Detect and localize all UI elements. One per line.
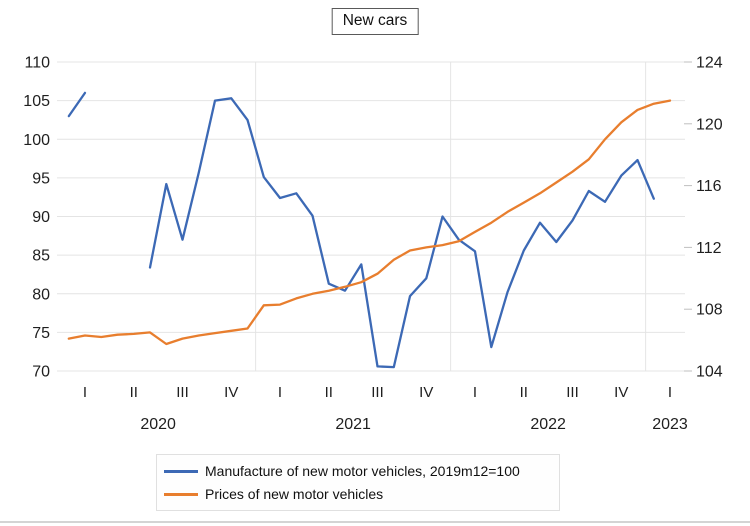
page-bottom-separator — [0, 521, 750, 523]
legend-line-sample-blue — [164, 469, 198, 473]
x-axis-quarter-label: II — [325, 384, 333, 401]
x-axis-quarter-label: I — [473, 384, 477, 401]
y-axis-tick-label-right: 124 — [696, 55, 723, 72]
series-line-manufacture — [148, 97, 655, 369]
y-axis-tick-label-left: 105 — [23, 93, 50, 110]
series-line-manufacture — [67, 91, 87, 118]
legend-label: Manufacture of new motor vehicles, 2019m… — [205, 463, 520, 479]
x-axis-quarter-label: IV — [614, 384, 628, 401]
chart-plot-area: 110 105 100 95 90 85 80 75 70 124 120 116 112 108 104 I… — [23, 55, 723, 434]
chart-title: New cars — [331, 8, 419, 35]
series-line-prices — [67, 99, 672, 346]
legend-label: Prices of new motor vehicles — [205, 486, 384, 502]
x-axis-year-label: 2023 — [652, 416, 688, 433]
legend-line-sample-orange — [164, 492, 198, 496]
x-axis-year-label: 2022 — [530, 416, 566, 433]
y-axis-tick-label-left: 75 — [32, 325, 50, 342]
y-axis-tick-label-left: 110 — [24, 55, 50, 72]
x-axis-quarter-label: IV — [224, 384, 238, 401]
x-axis-quarter-label: IV — [419, 384, 433, 401]
x-axis-quarter-label: I — [83, 384, 87, 401]
y-axis-tick-label-left: 90 — [32, 209, 50, 226]
x-axis-quarter-label: II — [130, 384, 138, 401]
y-axis-tick-label-left: 100 — [23, 132, 50, 149]
x-axis-quarter-label: III — [371, 384, 384, 401]
y-axis-tick-label-right: 112 — [696, 240, 722, 257]
x-axis-quarter-label: I — [278, 384, 282, 401]
legend-item-manufacture: Manufacture of new motor vehicles, 2019m… — [164, 463, 559, 479]
y-axis-tick-label-left: 95 — [32, 170, 50, 187]
y-axis-tick-label-right: 116 — [696, 178, 722, 195]
y-axis-tick-label-left: 70 — [32, 364, 50, 381]
x-axis-quarter-label: II — [520, 384, 528, 401]
chart-legend: Manufacture of new motor vehicles, 2019m… — [156, 454, 560, 511]
y-axis-tick-label-right: 104 — [696, 364, 723, 381]
y-axis-tick-label-right: 108 — [696, 302, 723, 319]
y-axis-tick-label-left: 80 — [32, 286, 50, 303]
legend-item-prices: Prices of new motor vehicles — [164, 486, 559, 502]
x-axis-quarter-label: III — [566, 384, 579, 401]
x-axis-quarter-label: I — [668, 384, 672, 401]
y-axis-tick-label-right: 120 — [696, 116, 723, 133]
x-axis-year-label: 2020 — [140, 416, 176, 433]
y-axis-tick-label-left: 85 — [32, 248, 50, 265]
x-axis-year-label: 2021 — [335, 416, 371, 433]
x-axis-quarter-label: III — [176, 384, 189, 401]
